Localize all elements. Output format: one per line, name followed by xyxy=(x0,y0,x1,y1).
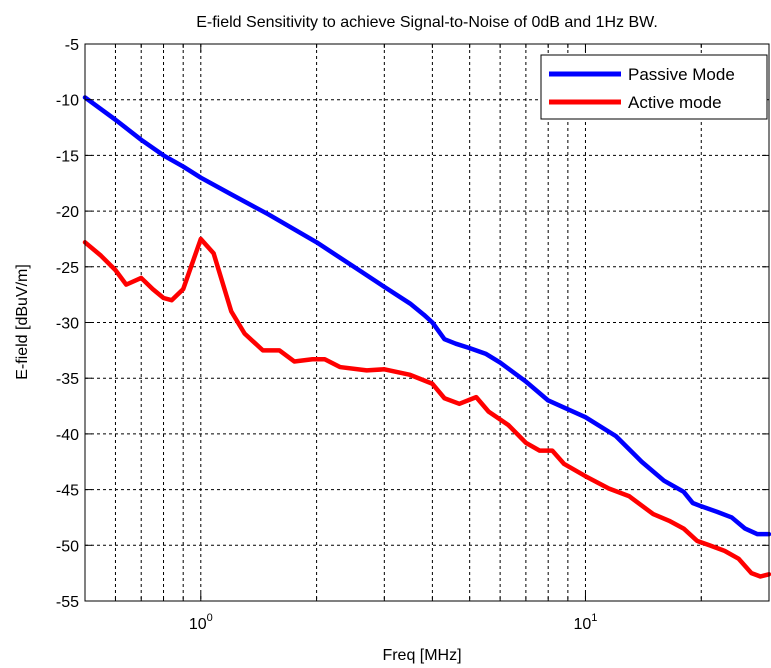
series-line-passive-mode xyxy=(82,95,771,537)
y-tick-label: -40 xyxy=(56,427,79,444)
y-axis-label: E-field [dBuV/m] xyxy=(14,264,31,380)
y-tick-label: -55 xyxy=(56,594,79,611)
y-tick-label: -5 xyxy=(65,37,79,54)
x-axis-label: Freq [MHz] xyxy=(382,647,461,664)
series-lines xyxy=(82,95,771,579)
y-tick-label: -50 xyxy=(56,538,79,555)
y-tick-label: -30 xyxy=(56,316,79,333)
legend-box xyxy=(540,54,768,120)
y-tick-label: -15 xyxy=(56,148,79,165)
y-tick-label: -25 xyxy=(56,260,79,277)
legend-label-active-mode: Active mode xyxy=(628,93,722,112)
y-tick-label: -45 xyxy=(56,483,79,500)
tick-marks xyxy=(85,43,769,602)
x-tick-labels: 100 101 xyxy=(189,612,598,633)
x-tick-label: 100 xyxy=(189,612,213,633)
y-tick-label: -20 xyxy=(56,204,79,221)
legend-label-passive-mode: Passive Mode xyxy=(628,65,735,84)
x-tick-label: 101 xyxy=(574,612,598,633)
y-tick-label: -35 xyxy=(56,371,79,388)
legend: Passive Mode Active mode xyxy=(540,54,768,120)
y-tick-labels: -5 -10 -15 -20 -25 -30 -35 -40 -45 -50 -55 xyxy=(56,37,79,611)
chart-title: E-field Sensitivity to achieve Signal-to… xyxy=(196,14,658,31)
y-tick-label: -10 xyxy=(56,93,79,110)
series-line-active-mode xyxy=(82,236,771,579)
